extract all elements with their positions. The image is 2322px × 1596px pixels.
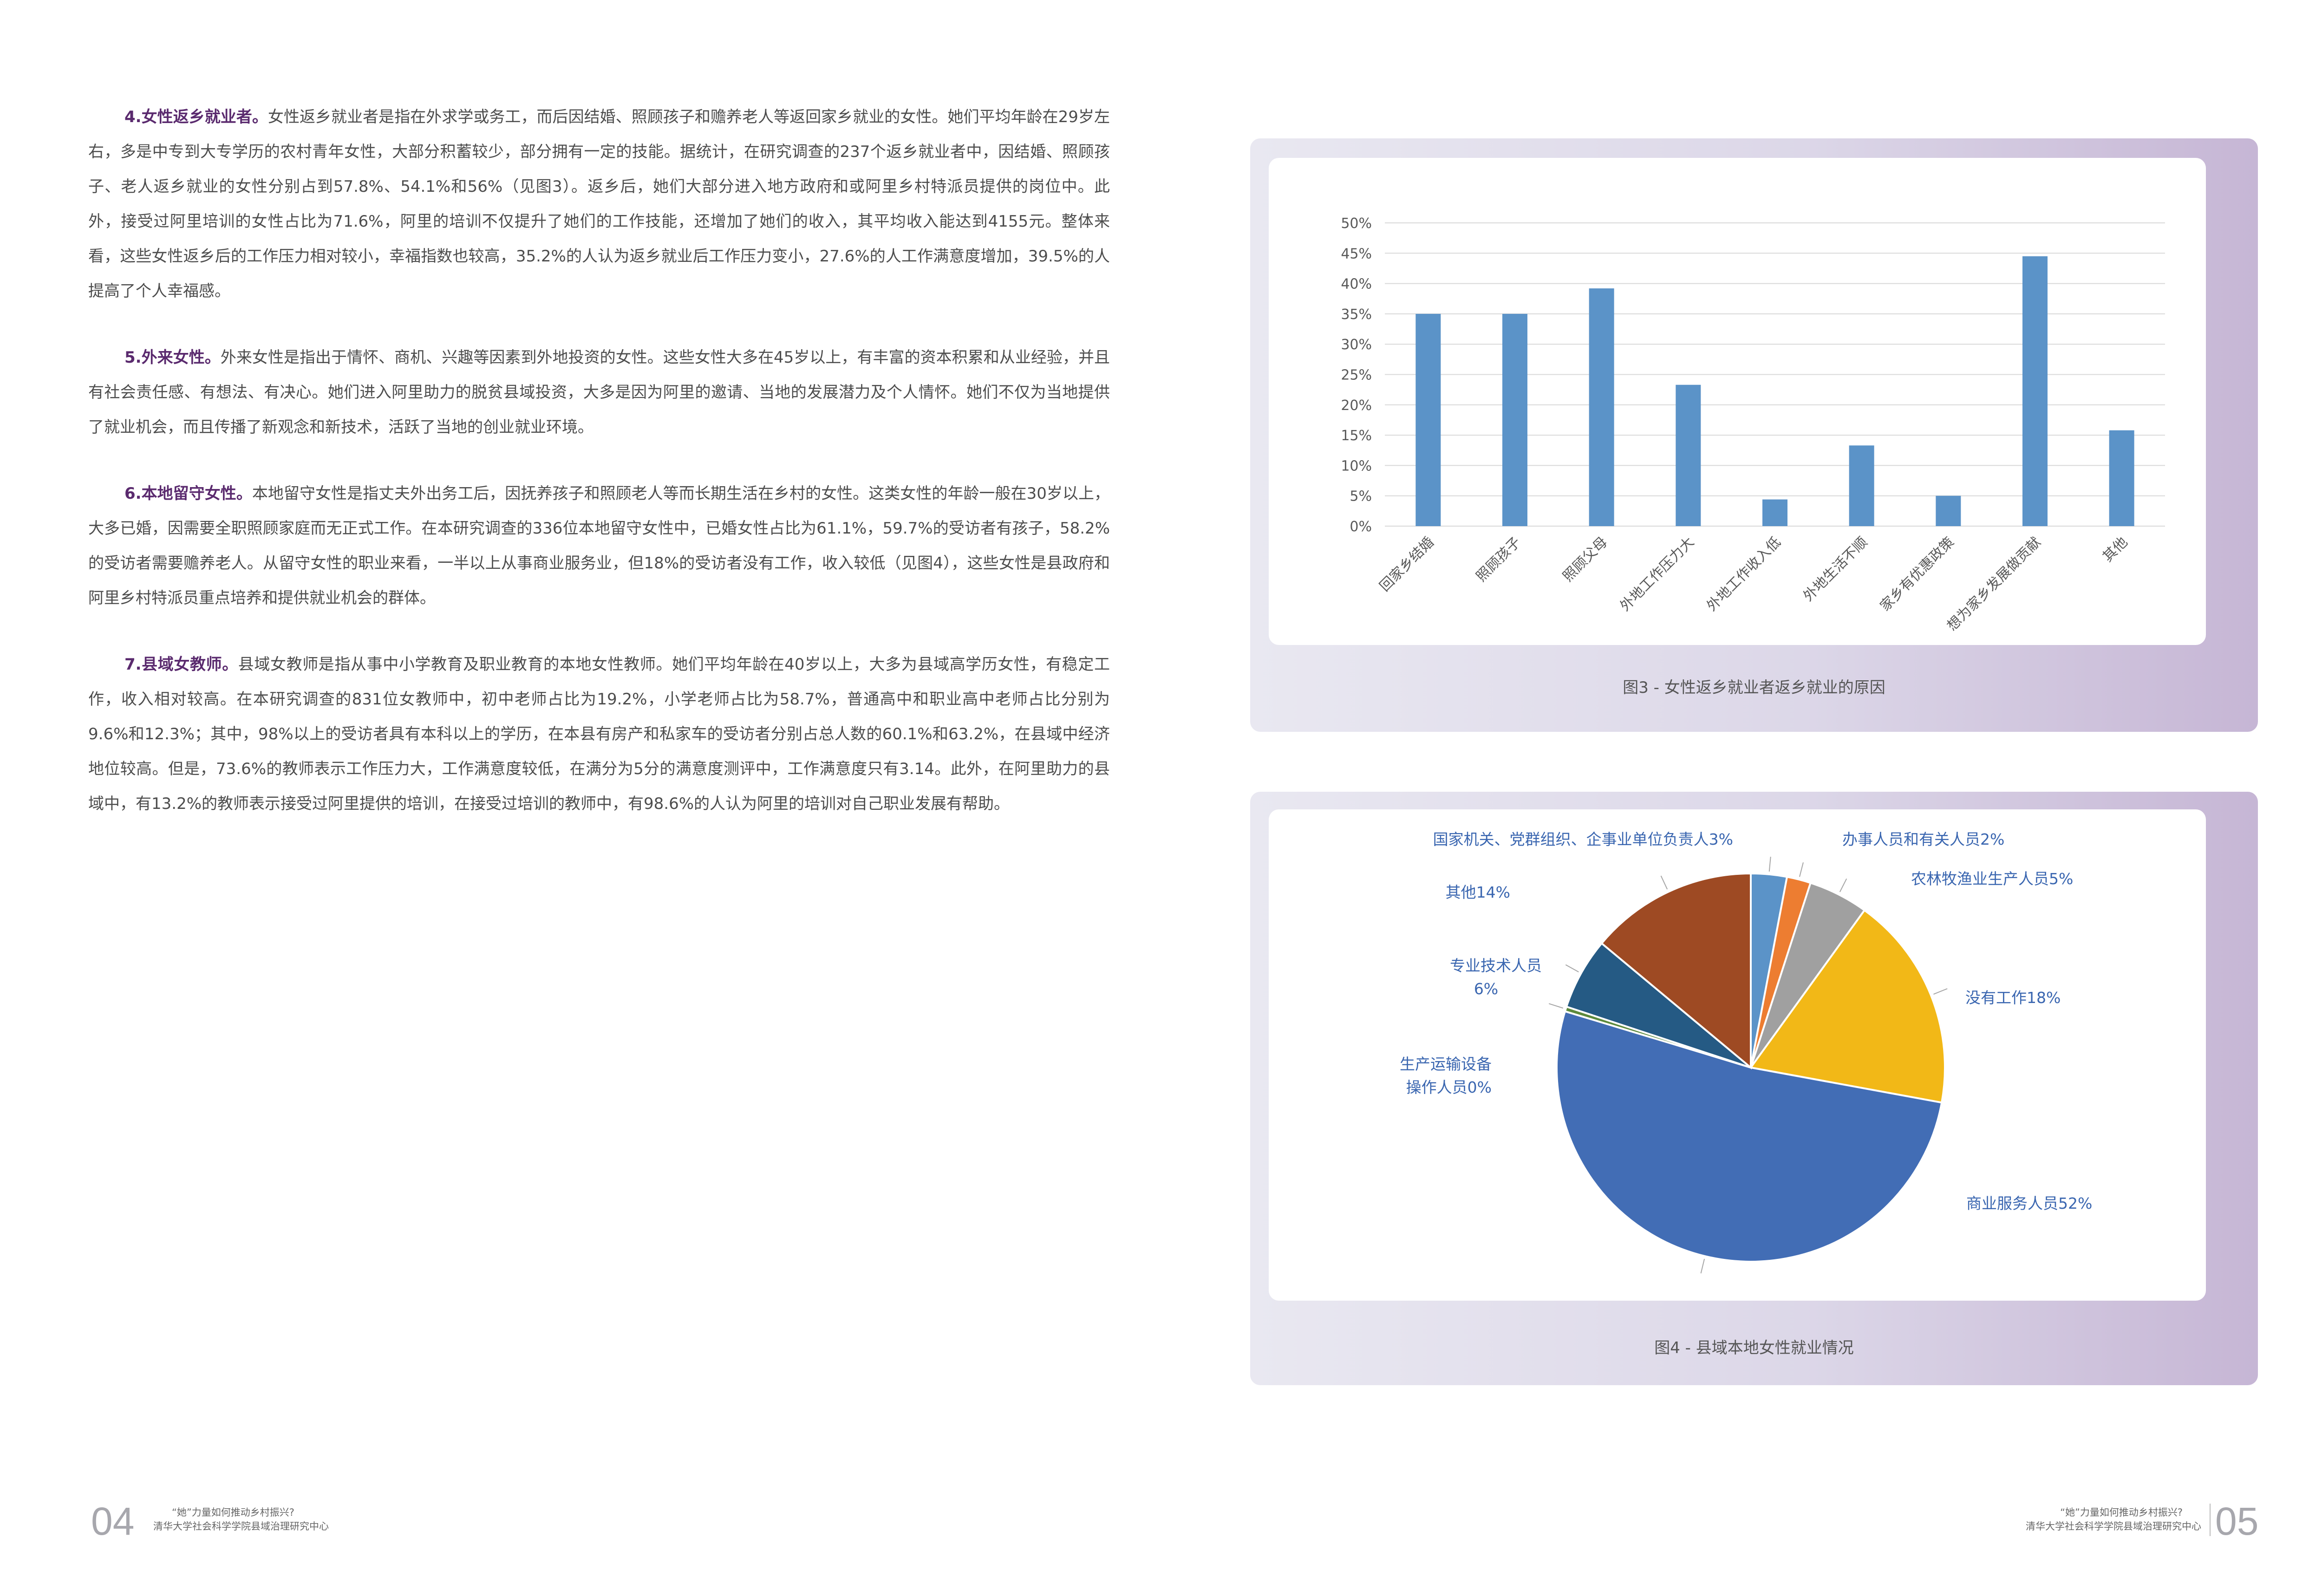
pie-label: 国家机关、党群组织、企事业单位负责人3% xyxy=(1433,830,1733,848)
bar xyxy=(1762,499,1787,526)
paragraph-body: 县域女教师是指从事中小学教育及职业教育的本地女性教师。她们平均年龄在40岁以上，… xyxy=(88,655,1110,813)
footer-left-text: “她”力量如何推动乡村振兴? 清华大学社会科学学院县域治理研究中心 xyxy=(153,1505,329,1533)
footer-right-text: “她”力量如何推动乡村振兴? 清华大学社会科学学院县域治理研究中心 xyxy=(1983,1505,2201,1533)
paragraph-body: 本地留守女性是指丈夫外出务工后，因抚养孩子和照顾老人等而长期生活在乡村的女性。这… xyxy=(88,484,1110,607)
bar xyxy=(1502,313,1527,526)
x-tick-label: 想为家乡发展做贡献 xyxy=(1944,534,2044,634)
footer-right-divider xyxy=(2210,1504,2211,1536)
paragraph-left-behind-women: 6.本地留守女性。本地留守女性是指丈夫外出务工后，因抚养孩子和照顾老人等而长期生… xyxy=(88,476,1110,616)
figure3-panel: 0% 5% 10% 15% 20% 25% 30% 35% 40% 45% 50% 回家乡结婚 照顾孩… xyxy=(1250,138,2258,732)
paragraph-lead: 4.女性返乡就业者。 xyxy=(124,108,268,126)
paragraph-lead: 5.外来女性。 xyxy=(124,348,221,367)
footer-left-line2: 清华大学社会科学学院县域治理研究中心 xyxy=(153,1521,329,1532)
bar xyxy=(1936,495,1961,526)
bar xyxy=(2022,256,2048,526)
pie-label: 农林牧渔业生产人员5% xyxy=(1911,870,2073,888)
figure4-card: 国家机关、党群组织、企事业单位负责人3% 办事人员和有关人员2% 农林牧渔业生产人员… xyxy=(1269,809,2206,1301)
page-number-right: 05 xyxy=(2215,1499,2259,1543)
x-tick-label: 家乡有优惠政策 xyxy=(1877,534,1957,614)
bar xyxy=(1849,445,1874,526)
x-tick-label: 外地工作收入低 xyxy=(1703,534,1784,614)
x-tick-label: 照顾父母 xyxy=(1560,534,1611,585)
y-tick-label: 35% xyxy=(1341,306,1372,323)
pie-label: 商业服务人员52% xyxy=(1966,1194,2092,1212)
y-tick-label: 15% xyxy=(1341,428,1372,444)
pie-leader-line xyxy=(1660,875,1668,890)
paragraph-lead: 7.县域女教师。 xyxy=(124,655,238,674)
footer-right-line1: “她”力量如何推动乡村振兴? xyxy=(2060,1507,2183,1518)
y-tick-label: 20% xyxy=(1341,397,1372,414)
figure4-panel: 国家机关、党群组织、企事业单位负责人3% 办事人员和有关人员2% 农林牧渔业生产人员… xyxy=(1250,792,2258,1385)
x-tick-label: 照顾孩子 xyxy=(1473,534,1524,585)
pie-label: 生产运输设备操作人员0% xyxy=(1400,1055,1492,1096)
pie-label: 没有工作18% xyxy=(1965,989,2061,1007)
paragraph-body: 外来女性是指出于情怀、商机、兴趣等因素到外地投资的女性。这些女性大多在45岁以上… xyxy=(88,348,1110,436)
pie-slice xyxy=(1749,909,1946,1104)
paragraph-outside-women: 5.外来女性。外来女性是指出于情怀、商机、兴趣等因素到外地投资的女性。这些女性大… xyxy=(88,340,1110,445)
figure3-card: 0% 5% 10% 15% 20% 25% 30% 35% 40% 45% 50% 回家乡结婚 照顾孩… xyxy=(1269,158,2206,645)
paragraph-returning-women: 4.女性返乡就业者。女性返乡就业者是指在外求学或务工，而后因结婚、照顾孩子和赡养… xyxy=(88,100,1110,309)
bar-chart: 0% 5% 10% 15% 20% 25% 30% 35% 40% 45% 50% 回家乡结婚 照顾孩… xyxy=(1341,215,2165,634)
x-tick-label: 外地生活不顺 xyxy=(1800,534,1871,605)
footer-right-line2: 清华大学社会科学学院县域治理研究中心 xyxy=(2026,1521,2201,1532)
y-tick-label: 30% xyxy=(1341,337,1372,353)
pie-slice xyxy=(1565,942,1752,1068)
figure4-caption: 图4 - 县域本地女性就业情况 xyxy=(1654,1339,1854,1357)
pie-leader-line xyxy=(1839,878,1847,892)
paragraph-county-teachers: 7.县域女教师。县域女教师是指从事中小学教育及职业教育的本地女性教师。她们平均年… xyxy=(88,647,1110,821)
y-tick-label: 10% xyxy=(1341,458,1372,474)
paragraph-body: 女性返乡就业者是指在外求学或务工，而后因结婚、照顾孩子和赡养老人等返回家乡就业的… xyxy=(88,108,1110,300)
bar xyxy=(1589,288,1614,526)
y-tick-label: 45% xyxy=(1341,246,1372,262)
pie-leader-line xyxy=(1548,1003,1564,1009)
pie-leader-line xyxy=(1768,856,1771,872)
pie-leader-line xyxy=(1700,1258,1705,1274)
bar xyxy=(1415,313,1441,526)
pie-leader-line xyxy=(1565,964,1579,973)
left-text-column: 4.女性返乡就业者。女性返乡就业者是指在外求学或务工，而后因结婚、照顾孩子和赡养… xyxy=(88,100,1110,853)
pie-slice xyxy=(1556,1010,1943,1263)
x-tick-label: 外地工作压力大 xyxy=(1617,534,1697,614)
page-number-left: 04 xyxy=(91,1499,135,1543)
pie-slice xyxy=(1600,872,1752,1070)
figure3-caption: 图3 - 女性返乡就业者返乡就业的原因 xyxy=(1623,678,1885,697)
pie-label: 其他14% xyxy=(1446,883,1510,901)
y-tick-label: 0% xyxy=(1350,519,1372,535)
x-tick-label: 回家乡结婚 xyxy=(1376,534,1437,595)
y-tick-label: 40% xyxy=(1341,276,1372,293)
paragraph-lead: 6.本地留守女性。 xyxy=(124,484,252,503)
bar xyxy=(2109,430,2134,526)
bar xyxy=(1676,384,1701,526)
pie-chart: 国家机关、党群组织、企事业单位负责人3% 办事人员和有关人员2% 农林牧渔业生产人员… xyxy=(1400,830,2092,1274)
pie-leader-line xyxy=(1933,988,1948,995)
y-tick-label: 50% xyxy=(1341,215,1372,232)
pie-label: 办事人员和有关人员2% xyxy=(1842,830,2004,848)
y-tick-label: 25% xyxy=(1341,367,1372,384)
pie-label: 专业技术人员 6% xyxy=(1450,957,1542,998)
y-tick-label: 5% xyxy=(1350,489,1372,505)
footer-left-line1: “她”力量如何推动乡村振兴? xyxy=(172,1507,294,1518)
x-tick-label: 其他 xyxy=(2100,534,2131,565)
pie-leader-line xyxy=(1799,862,1804,877)
